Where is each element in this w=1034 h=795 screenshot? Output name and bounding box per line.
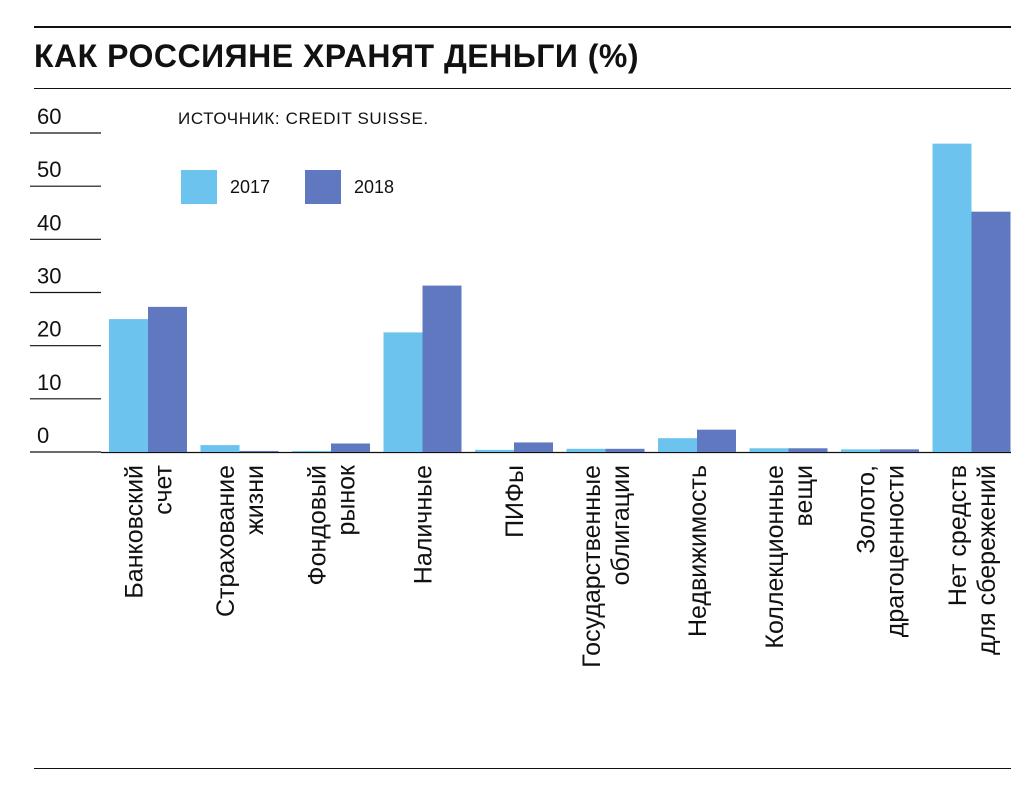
x-category-label-line: облигации: [607, 465, 635, 585]
x-category-label-line: Страхование: [212, 465, 240, 617]
bars: [109, 143, 1011, 452]
x-category-label-line: вещи: [790, 465, 818, 526]
bar-2017: [658, 438, 697, 452]
bottom-rule: [34, 768, 1011, 769]
y-tick-label: 20: [37, 317, 61, 342]
bar-2017: [841, 449, 880, 452]
bar-2017: [475, 449, 514, 452]
legend-swatch-2017: [181, 170, 217, 204]
x-category-label: Банковскийсчет: [121, 464, 178, 598]
bar-2018: [331, 443, 370, 452]
bar-2017: [932, 143, 972, 452]
y-tick-label: 30: [37, 264, 61, 289]
x-category-label-line: Коллекционные: [761, 465, 789, 649]
x-category-label-line: счет: [150, 464, 178, 514]
bar-2017: [292, 450, 331, 452]
x-category-label: Коллекционныевещи: [761, 465, 818, 649]
bar-2018: [880, 449, 919, 452]
bar-2018: [788, 448, 828, 452]
y-tick-label: 10: [37, 370, 61, 395]
y-tick-label: 0: [37, 423, 49, 448]
bar-2018: [148, 306, 187, 452]
x-category-label: Золото,драгоценности: [853, 465, 910, 637]
x-category-label: Наличные: [410, 465, 438, 584]
x-category-label-line: Нет средств: [944, 465, 972, 606]
legend-label: 2017: [230, 177, 270, 197]
x-category-label-line: Фондовый: [304, 465, 332, 585]
x-category-label: Государственныеоблигации: [578, 465, 635, 668]
x-category-label-line: для сбережений: [973, 465, 1001, 655]
x-category-label: Фондовыйрынок: [304, 464, 361, 585]
x-category-label-line: Золото,: [853, 465, 881, 554]
bar-2017: [566, 448, 606, 452]
top-rule: [34, 26, 1011, 28]
x-category-label: Недвижимость: [684, 465, 712, 637]
bar-2018: [697, 429, 736, 452]
x-category-label: ПИФы: [501, 465, 529, 538]
y-tick-label: 40: [37, 210, 61, 235]
title-divider: [34, 88, 1011, 89]
y-tick-label: 50: [37, 157, 61, 182]
legend-label: 2018: [354, 177, 394, 197]
x-category-label-line: Банковский: [121, 465, 149, 599]
source-note: ИСТОЧНИК: CREDIT SUISSE.: [178, 109, 429, 128]
bar-2018: [422, 285, 462, 452]
x-category-label-line: Недвижимость: [684, 465, 712, 637]
x-category-label-line: Государственные: [578, 465, 606, 668]
chart-title: КАК РОССИЯНЕ ХРАНЯТ ДЕНЬГИ (%): [34, 38, 640, 74]
y-axis: 60 50 40 30 20 10 0: [30, 104, 1011, 454]
legend: 2017 2018: [181, 170, 394, 204]
bar-2017: [749, 448, 789, 452]
x-category-label-line: ПИФы: [501, 465, 529, 538]
x-category-label-line: Наличные: [410, 465, 438, 584]
bar-2018: [514, 442, 553, 452]
x-category-label: Страхованиежизни: [212, 465, 269, 617]
bar-2018: [605, 448, 645, 452]
bar-2017: [383, 332, 423, 452]
x-category-label-line: рынок: [333, 464, 361, 536]
y-tick-label: 60: [37, 104, 61, 129]
x-category-label-line: драгоценности: [882, 465, 910, 637]
bar-2017: [200, 445, 240, 452]
bar-2018: [239, 450, 279, 452]
legend-swatch-2018: [305, 170, 341, 204]
x-category-label-line: жизни: [241, 465, 269, 535]
x-category-label: Нет средствдля сбережений: [944, 465, 1001, 655]
bar-2017: [109, 319, 148, 452]
bar-2018: [971, 211, 1011, 452]
x-axis-labels: Банковскийсчет Страхованиежизни Фондовыйры…: [121, 464, 1002, 668]
